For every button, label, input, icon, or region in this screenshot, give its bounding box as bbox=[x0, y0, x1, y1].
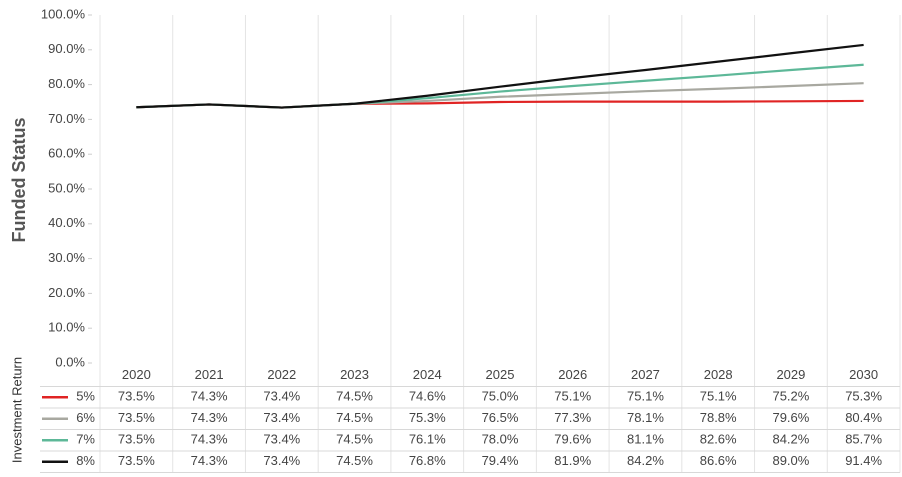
table-value: 74.5% bbox=[336, 453, 373, 468]
x-tick-label: 2030 bbox=[849, 367, 878, 382]
y-tick-label: 40.0% bbox=[48, 215, 85, 230]
table-value: 75.0% bbox=[482, 389, 519, 404]
table-value: 79.6% bbox=[554, 432, 591, 447]
table-value: 75.3% bbox=[845, 389, 882, 404]
table-value: 78.8% bbox=[700, 410, 737, 425]
table-value: 91.4% bbox=[845, 453, 882, 468]
table-value: 73.5% bbox=[118, 389, 155, 404]
table-value: 75.1% bbox=[554, 389, 591, 404]
table-value: 74.3% bbox=[191, 389, 228, 404]
table-value: 73.5% bbox=[118, 453, 155, 468]
table-value: 75.1% bbox=[627, 389, 664, 404]
legend-label: 7% bbox=[76, 432, 95, 447]
table-value: 76.1% bbox=[409, 432, 446, 447]
legend-label: 8% bbox=[76, 453, 95, 468]
table-value: 75.3% bbox=[409, 410, 446, 425]
x-tick-label: 2025 bbox=[486, 367, 515, 382]
y-tick-label: 100.0% bbox=[41, 6, 86, 21]
table-value: 89.0% bbox=[772, 453, 809, 468]
table-value: 74.5% bbox=[336, 410, 373, 425]
table-value: 76.5% bbox=[482, 410, 519, 425]
x-tick-label: 2027 bbox=[631, 367, 660, 382]
table-value: 75.1% bbox=[700, 389, 737, 404]
table-value: 75.2% bbox=[772, 389, 809, 404]
table-value: 74.6% bbox=[409, 389, 446, 404]
table-value: 84.2% bbox=[772, 432, 809, 447]
table-value: 86.6% bbox=[700, 453, 737, 468]
table-value: 74.5% bbox=[336, 389, 373, 404]
x-tick-label: 2020 bbox=[122, 367, 151, 382]
table-value: 82.6% bbox=[700, 432, 737, 447]
table-value: 81.1% bbox=[627, 432, 664, 447]
table-value: 73.5% bbox=[118, 432, 155, 447]
legend-label: 6% bbox=[76, 410, 95, 425]
x-tick-label: 2021 bbox=[195, 367, 224, 382]
y-tick-label: 80.0% bbox=[48, 76, 85, 91]
y-tick-label: 20.0% bbox=[48, 285, 85, 300]
table-value: 78.0% bbox=[482, 432, 519, 447]
y-tick-label: 70.0% bbox=[48, 111, 85, 126]
table-value: 73.5% bbox=[118, 410, 155, 425]
table-value: 74.5% bbox=[336, 432, 373, 447]
x-tick-label: 2024 bbox=[413, 367, 442, 382]
table-value: 73.4% bbox=[263, 453, 300, 468]
table-value: 77.3% bbox=[554, 410, 591, 425]
table-value: 74.3% bbox=[191, 410, 228, 425]
table-value: 79.4% bbox=[482, 453, 519, 468]
table-value: 80.4% bbox=[845, 410, 882, 425]
table-value: 73.4% bbox=[263, 432, 300, 447]
table-value: 84.2% bbox=[627, 453, 664, 468]
table-value: 76.8% bbox=[409, 453, 446, 468]
x-tick-label: 2022 bbox=[267, 367, 296, 382]
y-tick-label: 60.0% bbox=[48, 146, 85, 161]
table-value: 73.4% bbox=[263, 410, 300, 425]
legend-label: 5% bbox=[76, 389, 95, 404]
table-value: 85.7% bbox=[845, 432, 882, 447]
x-tick-label: 2029 bbox=[776, 367, 805, 382]
table-value: 78.1% bbox=[627, 410, 664, 425]
table-value: 79.6% bbox=[772, 410, 809, 425]
x-tick-label: 2028 bbox=[704, 367, 733, 382]
table-label: Investment Return bbox=[9, 357, 24, 463]
x-tick-label: 2023 bbox=[340, 367, 369, 382]
y-axis-label: Funded Status bbox=[9, 118, 29, 243]
series-line bbox=[136, 43, 864, 109]
y-tick-label: 10.0% bbox=[48, 320, 85, 335]
table-value: 81.9% bbox=[554, 453, 591, 468]
table-value: 74.3% bbox=[191, 432, 228, 447]
y-tick-label: 90.0% bbox=[48, 41, 85, 56]
y-tick-label: 30.0% bbox=[48, 250, 85, 265]
table-value: 74.3% bbox=[191, 453, 228, 468]
table-value: 73.4% bbox=[263, 389, 300, 404]
x-tick-label: 2026 bbox=[558, 367, 587, 382]
y-tick-label: 50.0% bbox=[48, 180, 85, 195]
y-tick-label: 0.0% bbox=[55, 354, 85, 369]
